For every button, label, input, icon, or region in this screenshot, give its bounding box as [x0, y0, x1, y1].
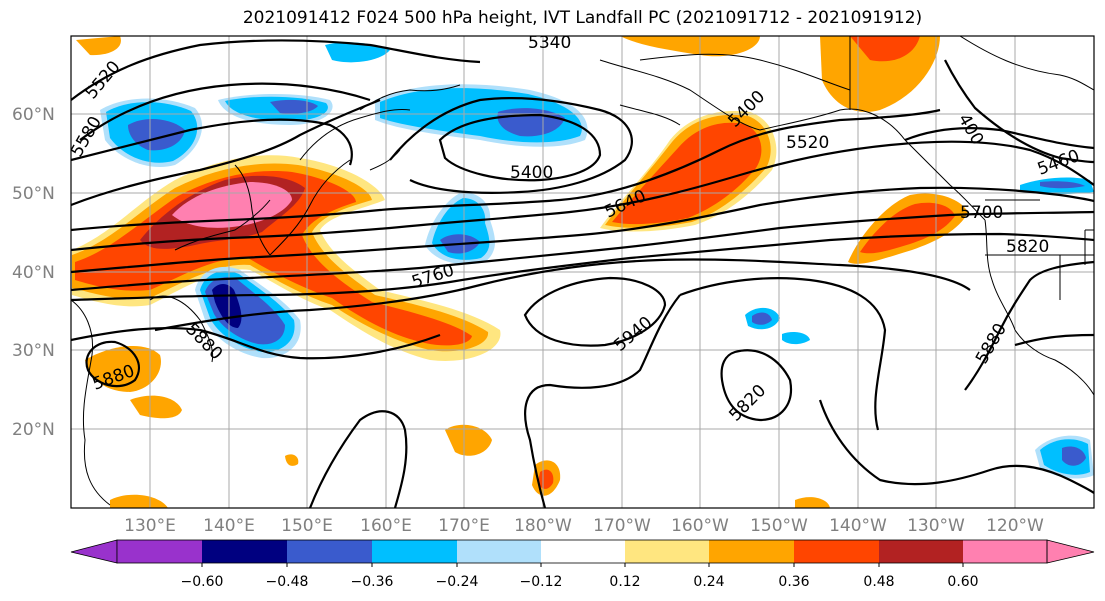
contour-label: 5400	[510, 163, 553, 183]
positive-anomaly-region	[538, 469, 554, 489]
colorbar-swatch	[963, 540, 1047, 563]
colorbar-tick-label: −0.36	[351, 574, 394, 590]
colorbar-tick-label: −0.48	[266, 574, 309, 590]
colorbar: −0.60 −0.48 −0.36 −0.24 −0.12 0.12 0.24 …	[70, 539, 1095, 590]
colorbar-swatch	[372, 540, 457, 563]
colorbar-swatch	[625, 540, 709, 563]
contour-label: 5520	[786, 133, 829, 153]
positive-anomaly-region	[130, 395, 182, 419]
colorbar-swatch	[879, 540, 963, 563]
positive-anomaly-region	[285, 454, 299, 466]
negative-anomaly-region	[325, 42, 390, 63]
map-title: 2021091412 F024 500 hPa height, IVT Land…	[242, 8, 923, 28]
colorbar-extend-high	[1046, 539, 1095, 564]
positive-anomaly-region	[620, 36, 760, 57]
lon-label: 170°W	[593, 516, 651, 536]
colorbar-swatch	[202, 540, 287, 563]
negative-anomaly-region	[1040, 181, 1085, 189]
lon-label: 160°E	[360, 516, 412, 536]
colorbar-swatch	[709, 540, 794, 563]
colorbar-tick-label: 0.60	[947, 574, 978, 590]
positive-anomaly-region	[445, 424, 492, 456]
lon-label: 150°E	[281, 516, 333, 536]
lon-label: 150°W	[750, 516, 808, 536]
coastlines	[71, 36, 1094, 506]
map-frame	[70, 35, 1095, 509]
lat-label: 20°N	[12, 420, 55, 440]
lon-label: 130°E	[124, 516, 176, 536]
shading-layer	[72, 36, 1094, 508]
lat-label: 30°N	[12, 341, 55, 361]
lon-label: 120°W	[986, 516, 1044, 536]
colorbar-swatch	[457, 540, 541, 563]
lon-label: 160°W	[671, 516, 729, 536]
lat-label: 50°N	[12, 184, 55, 204]
colorbar-swatch	[117, 540, 202, 563]
contour-label: 5340	[528, 33, 571, 53]
positive-anomaly-region	[110, 494, 168, 508]
contour-label: 5820	[1006, 237, 1049, 257]
positive-anomaly-region	[850, 36, 920, 62]
negative-anomaly-region	[782, 332, 810, 345]
contour-label: 5700	[960, 203, 1003, 223]
lat-label: 40°N	[12, 263, 55, 283]
lon-label: 180°W	[514, 516, 572, 536]
positive-anomaly-region	[795, 497, 830, 508]
positive-anomaly-region	[76, 36, 121, 56]
colorbar-swatch	[541, 540, 625, 563]
lon-label: 130°W	[907, 516, 965, 536]
lon-label: 170°E	[438, 516, 490, 536]
colorbar-tick-label: 0.12	[609, 574, 640, 590]
colorbar-tick-label: 0.36	[778, 574, 809, 590]
colorbar-swatch	[794, 540, 879, 563]
colorbar-extend-low	[70, 539, 118, 564]
colorbar-tick-label: −0.24	[436, 574, 479, 590]
latitude-labels: 60°N 50°N 40°N 30°N 20°N	[12, 105, 55, 440]
colorbar-swatch	[287, 540, 372, 563]
colorbar-tick-label: −0.60	[181, 574, 224, 590]
height-contours	[71, 39, 1094, 508]
longitude-labels: 130°E 140°E 150°E 160°E 170°E 180°W 170°…	[124, 516, 1044, 536]
negative-anomaly-region	[270, 99, 318, 114]
colorbar-tick-label: 0.24	[693, 574, 724, 590]
lon-label: 140°W	[829, 516, 887, 536]
lat-label: 60°N	[12, 105, 55, 125]
negative-anomaly-region	[1062, 446, 1086, 466]
colorbar-tick-label: 0.48	[863, 574, 894, 590]
colorbar-tick-label: −0.12	[520, 574, 563, 590]
negative-anomaly-region	[752, 312, 772, 325]
lon-label: 140°E	[203, 516, 255, 536]
positive-anomaly-region	[85, 345, 161, 392]
